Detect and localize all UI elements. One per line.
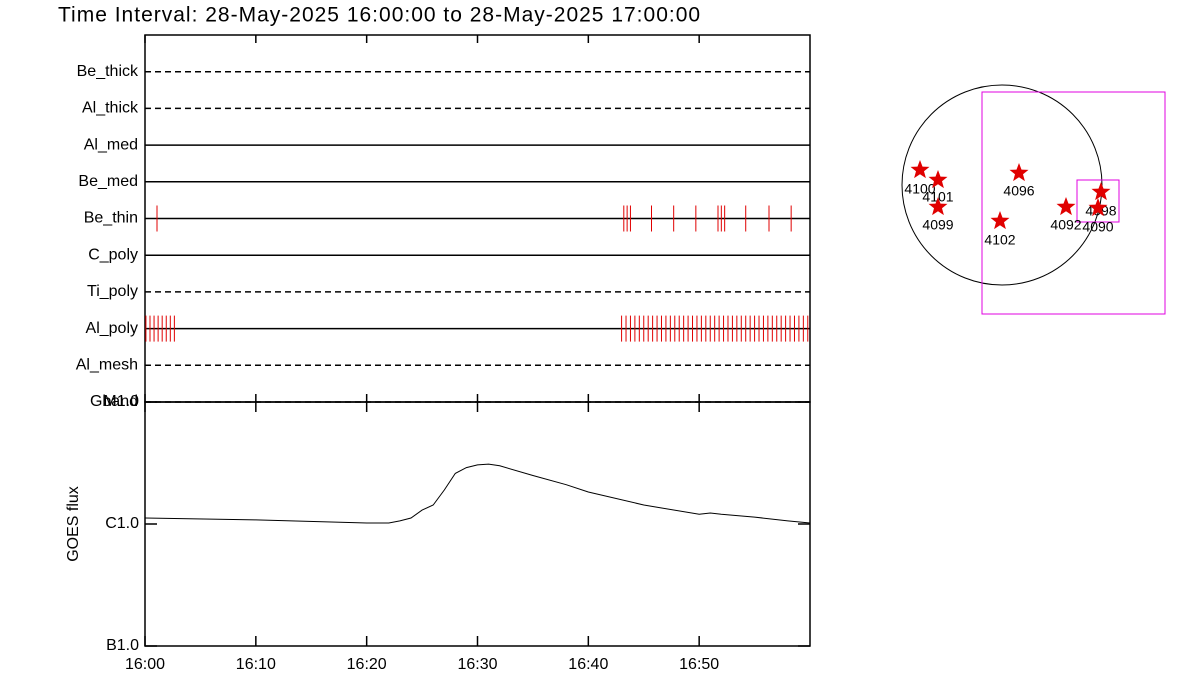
y-tick-label: M1.0 <box>103 393 139 410</box>
filter-label: Al_med <box>84 136 138 153</box>
region-label: 4100 <box>904 181 935 197</box>
x-tick-label: 16:20 <box>347 656 387 673</box>
filter-label: Be_thick <box>77 63 139 80</box>
fov-box <box>1076 179 1120 223</box>
region-star <box>928 197 948 216</box>
filter-label: Be_thin <box>84 210 138 227</box>
region-star <box>1009 163 1029 182</box>
filter-label: C_poly <box>88 246 138 263</box>
region-star <box>1091 182 1111 201</box>
filter-label: Be_med <box>78 173 138 190</box>
filter-label: Al_thick <box>82 100 139 117</box>
x-tick-label: 16:40 <box>568 656 608 673</box>
sun-map: 41004101409940964102409240984090 <box>901 84 1166 315</box>
y-tick-label: B1.0 <box>106 637 139 654</box>
fov-box <box>981 91 1166 315</box>
region-star <box>928 170 948 189</box>
region-label: 4099 <box>922 217 953 233</box>
filter-label: Al_poly <box>86 320 138 337</box>
goes-curve <box>144 463 811 524</box>
region-star <box>1088 198 1108 217</box>
y-tick-label: C1.0 <box>105 515 139 532</box>
region-label: 4090 <box>1082 219 1113 235</box>
x-tick-label: 16:50 <box>679 656 719 673</box>
chart-title: Time Interval: 28-May-2025 16:00:00 to 2… <box>58 4 701 27</box>
x-tick-label: 16:00 <box>125 656 165 673</box>
x-tick-label: 16:10 <box>236 656 276 673</box>
filter-label: Al_mesh <box>76 357 138 374</box>
panel-frame <box>144 401 811 647</box>
region-label: 4101 <box>922 189 953 205</box>
region-star <box>990 211 1010 230</box>
regions: 41004101409940964102409240984090 <box>904 160 1117 248</box>
region-label: 4092 <box>1050 217 1081 233</box>
region-star <box>910 160 930 179</box>
region-star <box>1056 197 1076 216</box>
filter-label: Gband <box>90 393 138 410</box>
y-axis-label: GOES flux <box>65 486 82 562</box>
filter-label: Ti_poly <box>87 283 138 300</box>
x-tick-label: 16:30 <box>457 656 497 673</box>
region-label: 4102 <box>984 232 1015 248</box>
region-label: 4096 <box>1003 183 1034 199</box>
